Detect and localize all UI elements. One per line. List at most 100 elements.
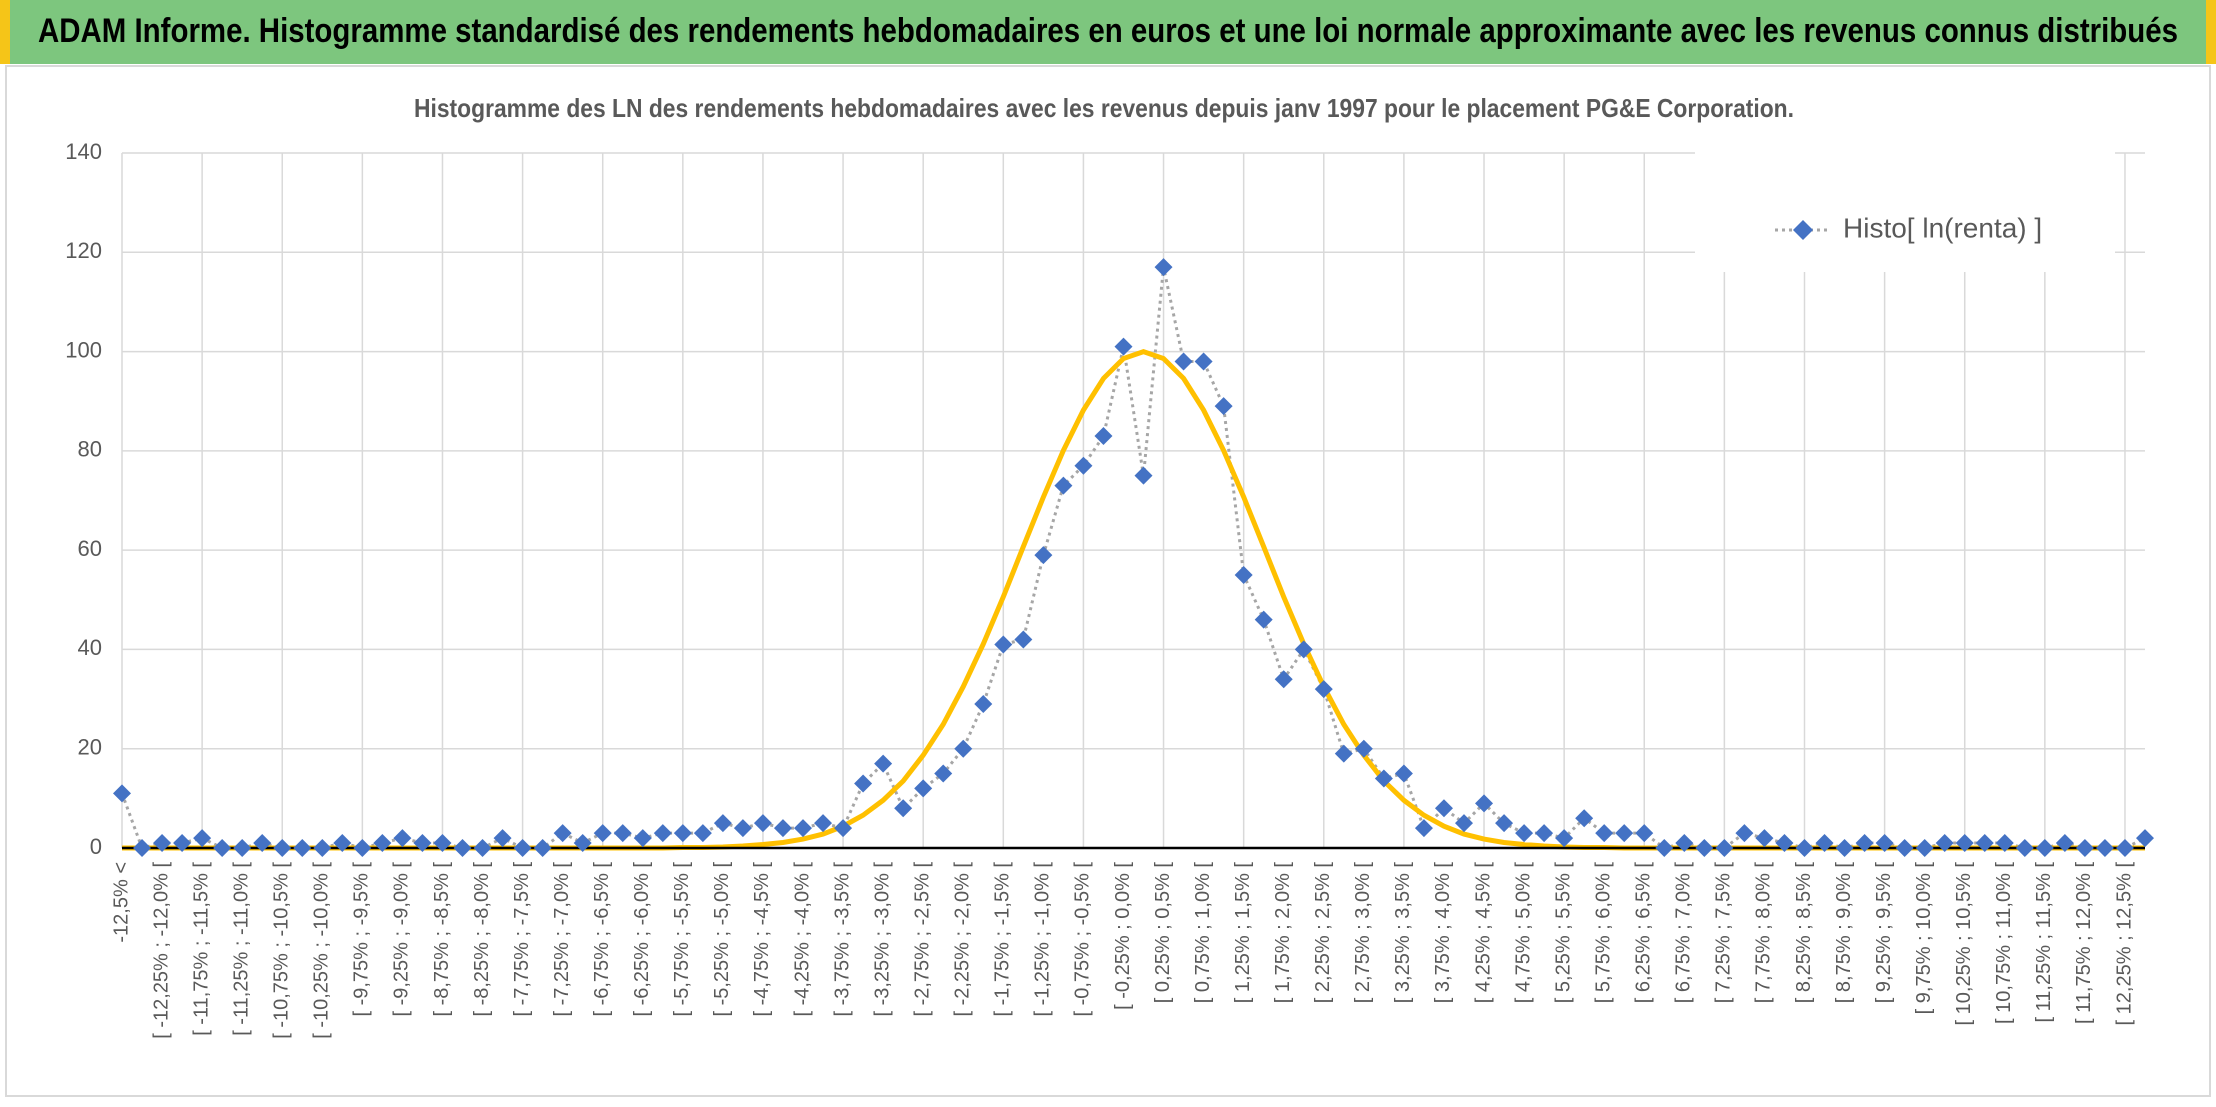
data-point [1775,834,1794,853]
data-point [1354,739,1373,758]
data-point [794,819,813,838]
data-point [473,839,492,857]
data-point [1114,337,1133,356]
x-tick-label: [ 1,25% ; 1,5% [ [1232,862,1254,1004]
data-point [753,814,772,833]
legend-box [1695,137,2115,272]
data-point [633,829,652,848]
x-tick-label: [ 9,75% ; 10,0% [ [1913,862,1935,1015]
x-tick-label: [ 3,75% ; 4,0% [ [1432,862,1454,1004]
x-tick-label: [ -10,75% ; -10,5% [ [271,862,293,1039]
x-tick-label: [ -7,25% ; -7,0% [ [551,862,573,1017]
data-point [1234,565,1253,584]
data-point [1895,839,1914,857]
data-point [1955,834,1974,853]
data-point [1595,824,1614,843]
y-tick-label: 20 [78,735,102,760]
data-point [393,829,412,848]
data-point [133,839,152,857]
data-point [1334,744,1353,763]
y-tick-label: 120 [65,238,102,263]
data-point [533,839,552,857]
data-point [113,784,131,803]
data-point [1815,834,1834,853]
data-point [1575,809,1594,828]
data-point [2035,839,2054,857]
x-tick-label: [ -11,75% ; -11,5% [ [190,862,212,1036]
data-point [1715,839,1734,857]
x-tick-label: [ 11,25% ; 11,5% [ [2033,862,2055,1023]
x-tick-label: [ 6,25% ; 6,5% [ [1633,862,1655,1004]
data-point [333,834,352,853]
data-point [1915,839,1934,857]
x-tick-label: [ -7,75% ; -7,5% [ [511,862,533,1017]
x-tick-label: [ 6,75% ; 7,0% [ [1673,862,1695,1004]
data-point [1134,466,1153,485]
data-point [273,839,292,857]
x-tick-label: [ -10,25% ; -10,0% [ [311,862,333,1039]
data-point [233,839,252,857]
data-point [193,829,212,848]
x-tick-label: [ 5,75% ; 6,0% [ [1592,862,1614,1004]
x-tick-label: [ -9,25% ; -9,0% [ [391,862,413,1017]
data-point [2075,839,2094,857]
data-point [1314,680,1333,699]
data-point [1515,824,1534,843]
data-point [1795,839,1814,857]
data-point [2136,829,2154,848]
data-point [1475,794,1494,813]
data-point [1274,670,1293,689]
x-tick-label: [ -0,75% ; -0,5% [ [1072,862,1094,1017]
data-point [453,839,472,857]
x-tick-label: [ -12,25% ; -12,0% [ [150,862,172,1039]
data-point [353,839,372,857]
data-point [733,819,752,838]
data-point [773,819,792,838]
page-title: ADAM Informe. Histogramme standardisé de… [38,12,2178,50]
data-point [914,779,933,798]
data-point [1535,824,1554,843]
x-tick-label: [ 10,25% ; 10,5% [ [1953,862,1975,1026]
data-point [954,739,973,758]
title-bar [0,0,2216,64]
data-point [934,764,953,783]
data-point [1975,834,1994,853]
data-point [814,814,833,833]
x-tick-label: [ 4,25% ; 4,5% [ [1472,862,1494,1004]
data-point [1254,610,1273,629]
data-point [874,754,893,773]
data-point [1755,829,1774,848]
data-point [1414,819,1433,838]
x-tick-label: [ -6,75% ; -6,5% [ [591,862,613,1017]
data-point [1995,834,2014,853]
data-point [2055,834,2074,853]
data-point [1034,546,1053,565]
data-point [854,774,873,793]
data-point [974,695,993,714]
data-point [693,824,712,843]
data-point [1615,824,1634,843]
data-point [1294,640,1313,659]
data-point [713,814,732,833]
x-tick-label: [ 2,25% ; 2,5% [ [1312,862,1334,1004]
y-tick-label: 40 [78,635,102,660]
x-tick-label: [ 12,25% ; 12,5% [ [2113,862,2135,1026]
data-point [653,824,672,843]
data-point [553,824,572,843]
y-tick-label: 140 [65,139,102,164]
data-point [213,839,232,857]
x-tick-label: -12,5% < [110,862,132,943]
data-point [1555,829,1574,848]
data-point [613,824,632,843]
legend-marker [1793,220,1813,240]
data-point [313,839,332,857]
data-point [1214,397,1233,416]
data-point [2115,839,2134,857]
x-tick-label: [ 5,25% ; 5,5% [ [1552,862,1574,1004]
x-tick-label: [ -8,75% ; -8,5% [ [431,862,453,1017]
data-point [253,834,272,853]
x-tick-label: [ 7,25% ; 7,5% [ [1713,862,1735,1004]
x-tick-label: [ -1,75% ; -1,5% [ [992,862,1014,1017]
x-tick-label: [ -5,75% ; -5,5% [ [671,862,693,1017]
